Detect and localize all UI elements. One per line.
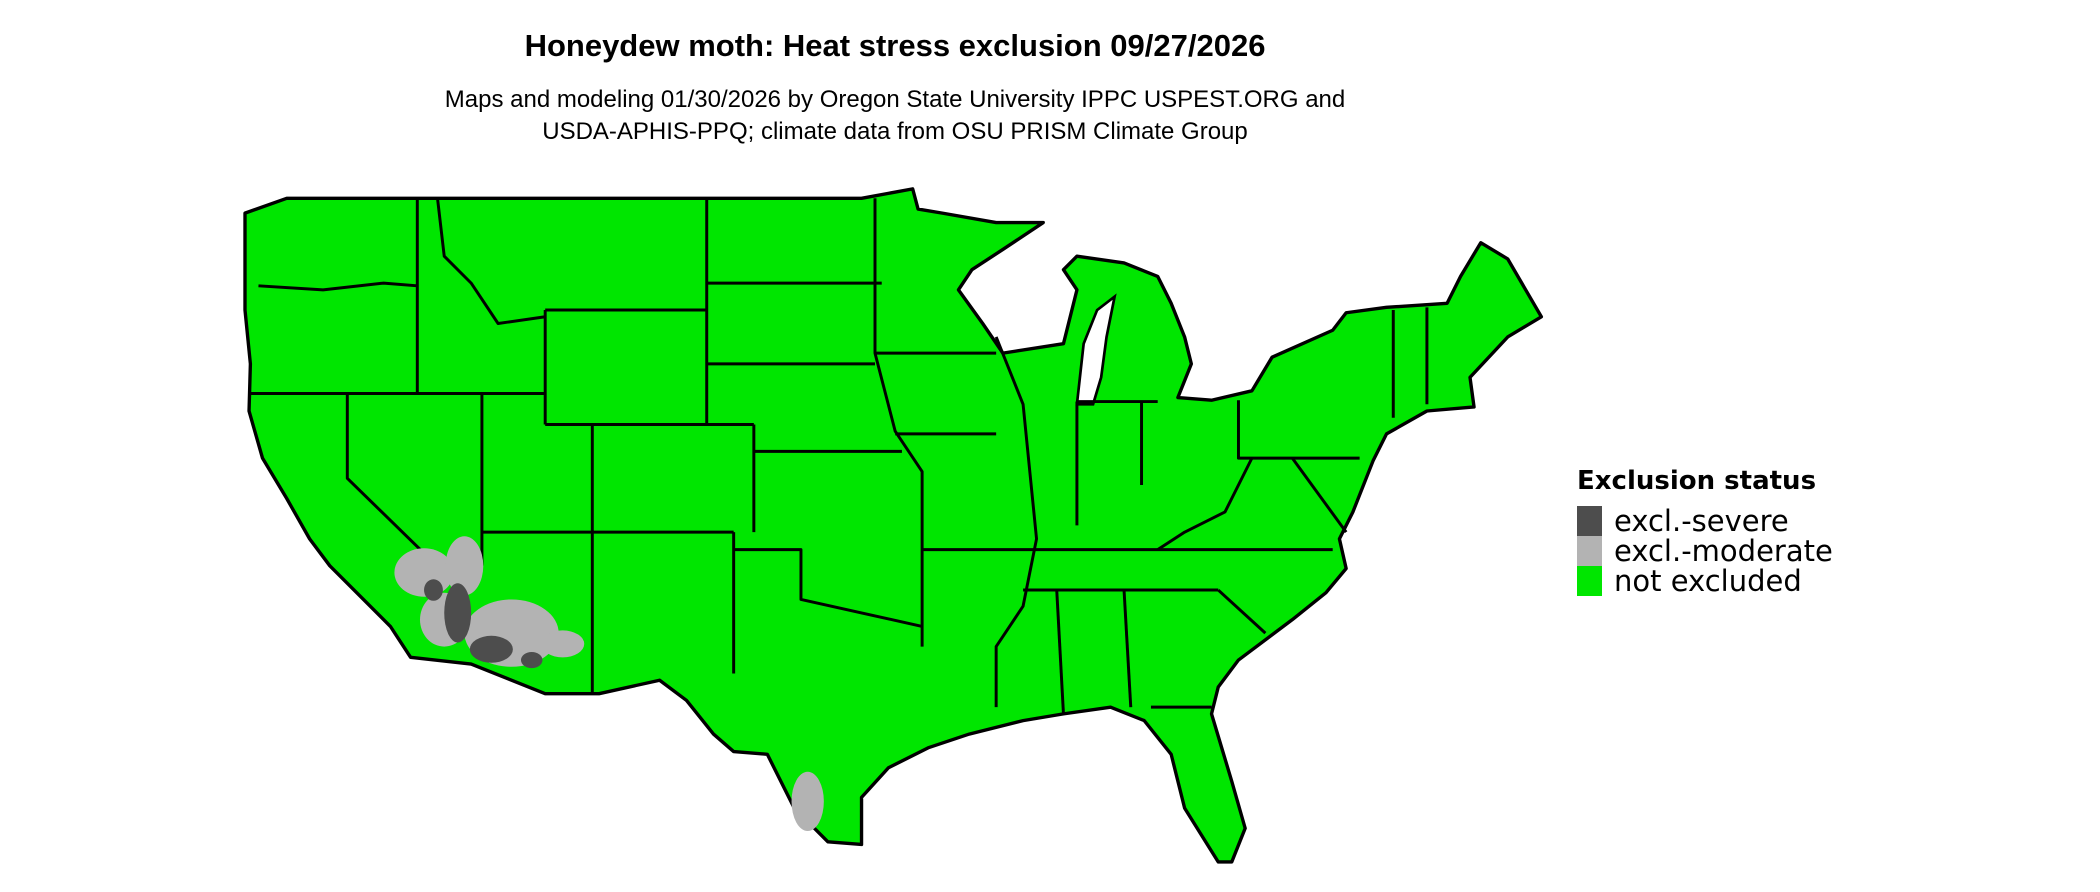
map-subtitle-line-2: USDA-APHIS-PPQ; climate data from OSU PR… xyxy=(542,118,1248,145)
excluded-severe-areas xyxy=(424,579,543,669)
legend: Exclusion status excl.-severe excl.-mode… xyxy=(1577,466,1833,596)
legend-label: excl.-moderate xyxy=(1614,534,1833,568)
legend-item-not-excluded: not excluded xyxy=(1577,566,1833,596)
map-subtitle-line-1: Maps and modeling 01/30/2026 by Oregon S… xyxy=(444,86,1346,113)
state-borders xyxy=(249,198,1429,714)
lake-michigan xyxy=(1075,293,1117,406)
legend-item-moderate: excl.-moderate xyxy=(1577,536,1833,566)
legend-title: Exclusion status xyxy=(1577,466,1817,496)
legend-swatch-severe xyxy=(1577,506,1602,536)
legend-label: not excluded xyxy=(1614,564,1802,598)
legend-item-severe: excl.-severe xyxy=(1577,506,1833,536)
map-title: Honeydew moth: Heat stress exclusion 09/… xyxy=(524,28,1266,63)
legend-swatch-not-excluded xyxy=(1577,566,1602,596)
legend-label: excl.-severe xyxy=(1614,504,1789,538)
legend-swatch-moderate xyxy=(1577,536,1602,566)
conus-landmass xyxy=(243,187,1544,864)
